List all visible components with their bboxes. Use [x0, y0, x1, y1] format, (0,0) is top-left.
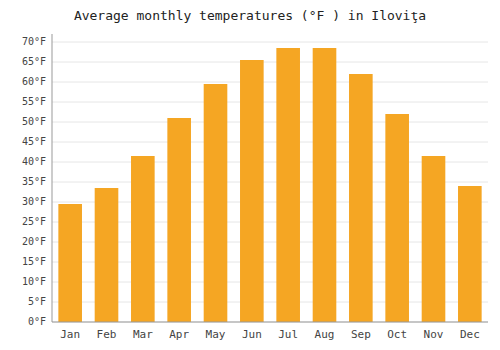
- grid: [52, 42, 488, 322]
- x-tick-label: Nov: [424, 328, 444, 341]
- x-tick-label: Sep: [351, 328, 371, 341]
- x-tick-label: Dec: [460, 328, 480, 341]
- x-axis-line: [52, 322, 488, 323]
- bar: [313, 48, 337, 322]
- y-tick-label: 60°F: [22, 76, 46, 87]
- x-tick-label: May: [206, 328, 226, 341]
- bar: [276, 48, 300, 322]
- x-tick-label: Jan: [60, 328, 80, 341]
- y-tick-label: 35°F: [22, 176, 46, 187]
- chart: 0°F 5°F 10°F 15°F 20°F 25°F 30°F 35°F 40°F 45°F 50…: [0, 0, 500, 350]
- x-tick-label: Apr: [169, 328, 189, 341]
- y-tick-label: 40°F: [22, 156, 46, 167]
- bar: [349, 74, 373, 322]
- grid-line: [52, 122, 488, 123]
- bar: [131, 156, 155, 322]
- grid-line: [52, 62, 488, 63]
- y-axis-line: [52, 34, 53, 322]
- x-tick-label: Aug: [315, 328, 335, 341]
- y-tick-label: 10°F: [22, 276, 46, 287]
- grid-line: [52, 82, 488, 83]
- y-tick-label: 0°F: [28, 316, 46, 327]
- bar: [167, 118, 191, 322]
- y-axis: 0°F 5°F 10°F 15°F 20°F 25°F 30°F 35°F 40°F 45°F 50…: [22, 34, 52, 327]
- y-tick-label: 30°F: [22, 196, 46, 207]
- x-tick-label: Jul: [278, 328, 298, 341]
- bar: [458, 186, 482, 322]
- y-tick-label: 55°F: [22, 96, 46, 107]
- bars: [58, 48, 481, 322]
- grid-line: [52, 142, 488, 143]
- x-tick-label: Jun: [242, 328, 262, 341]
- x-tick-label: Oct: [387, 328, 407, 341]
- bar: [422, 156, 446, 322]
- y-tick-label: 50°F: [22, 116, 46, 127]
- grid-line: [52, 322, 488, 323]
- y-tick-label: 70°F: [22, 36, 46, 47]
- y-tick-label: 65°F: [22, 56, 46, 67]
- bar: [95, 188, 119, 322]
- y-tick-label: 20°F: [22, 236, 46, 247]
- x-axis: Jan Feb Mar Apr May Jun Jul Aug Sep Oct Nov Dec: [52, 322, 488, 341]
- x-tick-label: Mar: [133, 328, 153, 341]
- bar: [385, 114, 409, 322]
- x-tick-label: Feb: [97, 328, 117, 341]
- y-tick-label: 25°F: [22, 216, 46, 227]
- y-tick-label: 15°F: [22, 256, 46, 267]
- grid-line: [52, 42, 488, 43]
- bar: [240, 60, 264, 322]
- y-tick-label: 45°F: [22, 136, 46, 147]
- bar: [204, 84, 228, 322]
- grid-line: [52, 102, 488, 103]
- y-tick-label: 5°F: [28, 296, 46, 307]
- bar: [58, 204, 82, 322]
- title: Average monthly temperatures (°F ) in Il…: [74, 8, 426, 23]
